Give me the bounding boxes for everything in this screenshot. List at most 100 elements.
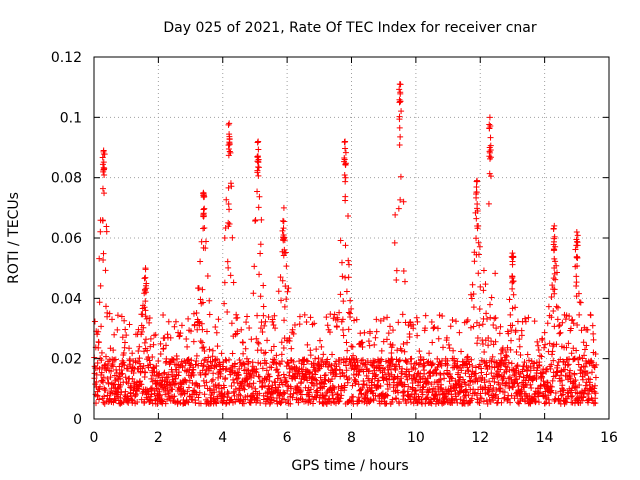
- data-point: [137, 368, 144, 375]
- data-point: [380, 338, 387, 345]
- data-point: [497, 366, 504, 373]
- data-point: [190, 310, 197, 317]
- data-point: [405, 383, 412, 390]
- data-point: [192, 361, 199, 368]
- data-point: [212, 399, 219, 406]
- data-point: [252, 218, 259, 225]
- data-point: [551, 222, 558, 229]
- data-point: [159, 398, 166, 405]
- data-point: [378, 356, 385, 363]
- data-point: [476, 322, 483, 329]
- data-point: [448, 374, 455, 381]
- data-point: [280, 237, 287, 244]
- data-point: [282, 377, 289, 384]
- data-point: [377, 317, 384, 324]
- data-point: [197, 338, 204, 345]
- data-point: [424, 394, 431, 401]
- data-point: [414, 400, 421, 407]
- data-point: [155, 391, 162, 398]
- data-point: [136, 360, 143, 367]
- data-point: [505, 395, 512, 402]
- data-point: [574, 238, 581, 245]
- data-point: [179, 362, 186, 369]
- data-point: [581, 352, 588, 359]
- data-point: [221, 300, 228, 307]
- data-point: [155, 385, 162, 392]
- data-point: [384, 314, 391, 321]
- data-point: [342, 174, 349, 181]
- data-point: [326, 329, 333, 336]
- x-tick-label: 4: [218, 430, 227, 446]
- data-point: [417, 379, 424, 386]
- data-point: [527, 381, 534, 388]
- data-point: [520, 374, 527, 381]
- data-point: [268, 394, 275, 401]
- data-point: [229, 350, 236, 357]
- data-point: [478, 395, 485, 402]
- data-point: [258, 216, 265, 223]
- data-point: [342, 149, 349, 156]
- data-point: [567, 375, 574, 382]
- data-point: [526, 392, 533, 399]
- data-point: [200, 344, 207, 351]
- data-point: [343, 373, 350, 380]
- data-point: [506, 374, 513, 381]
- data-point: [226, 135, 233, 142]
- data-point: [240, 339, 247, 346]
- data-point: [380, 315, 387, 322]
- x-tick-label: 8: [347, 430, 356, 446]
- data-point: [510, 366, 517, 373]
- data-point: [506, 384, 513, 391]
- data-point: [342, 145, 349, 152]
- data-point: [307, 352, 314, 359]
- data-point: [393, 395, 400, 402]
- data-point: [281, 234, 288, 241]
- data-point: [393, 361, 400, 368]
- data-point: [253, 335, 260, 342]
- data-point: [258, 347, 265, 354]
- data-point: [149, 372, 156, 379]
- data-point: [138, 328, 145, 335]
- data-point: [187, 328, 194, 335]
- data-point: [421, 362, 428, 369]
- data-point: [582, 363, 589, 370]
- data-point: [339, 369, 346, 376]
- data-point: [287, 391, 294, 398]
- data-point: [280, 218, 287, 225]
- data-point: [196, 382, 203, 389]
- data-point: [553, 269, 560, 276]
- data-point: [467, 291, 474, 298]
- data-point: [415, 361, 422, 368]
- data-point: [197, 400, 204, 407]
- data-point: [521, 359, 528, 366]
- data-point: [396, 81, 403, 88]
- data-point: [99, 154, 106, 161]
- data-point: [260, 282, 267, 289]
- data-point: [474, 396, 481, 403]
- data-point: [268, 347, 275, 354]
- data-point: [396, 400, 403, 407]
- data-point: [563, 373, 570, 380]
- data-point: [472, 364, 479, 371]
- data-point: [504, 364, 511, 371]
- data-point: [591, 388, 598, 395]
- data-point: [364, 395, 371, 402]
- data-point: [420, 356, 427, 363]
- data-point: [231, 360, 238, 367]
- data-point: [522, 398, 529, 405]
- data-point: [475, 270, 482, 277]
- data-point: [553, 303, 560, 310]
- data-point: [200, 377, 207, 384]
- data-point: [560, 387, 567, 394]
- data-point: [109, 316, 116, 323]
- data-point: [183, 379, 190, 386]
- data-point: [426, 350, 433, 357]
- data-point: [551, 235, 558, 242]
- y-tick-label: 0.12: [51, 50, 82, 66]
- data-point: [385, 330, 392, 337]
- data-point: [334, 316, 341, 323]
- data-point: [269, 390, 276, 397]
- data-point: [221, 384, 228, 391]
- data-point: [231, 392, 238, 399]
- data-point: [100, 147, 107, 154]
